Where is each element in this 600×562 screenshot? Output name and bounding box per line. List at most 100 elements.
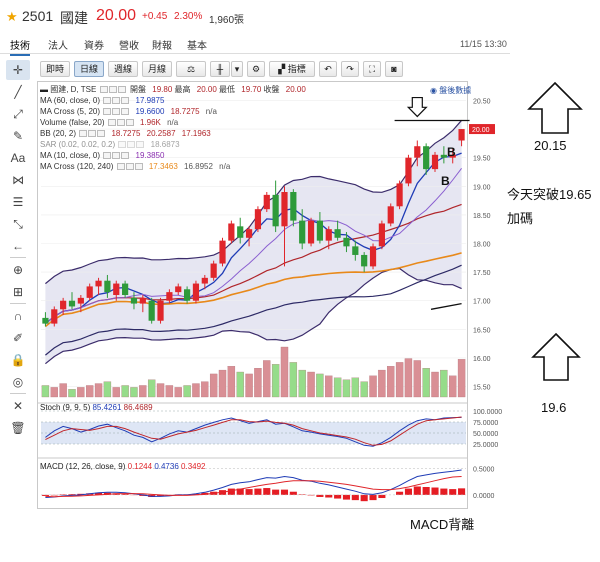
eye-icon[interactable] [116,163,125,170]
settings-icon[interactable] [127,141,136,148]
volume-bar [440,369,448,398]
eye-icon[interactable] [107,119,116,126]
settings-icon[interactable] [112,152,121,159]
settings-icon[interactable] [108,86,117,93]
lock-icon[interactable]: 🔒 [10,353,26,367]
compare-icon[interactable]: ⚖ [176,61,206,77]
fullscreen-icon[interactable]: ⛶ [363,61,381,77]
trash-icon[interactable]: 🗑 [10,421,26,435]
volume-bar [156,383,165,398]
eye-icon[interactable] [103,108,112,115]
volume-bar [41,385,50,398]
volume-bar [387,366,395,398]
annotations [394,96,470,310]
price-change-percent: 2.30% [174,11,203,22]
indicators-label: 指標 [287,64,306,74]
hide-icon[interactable]: ◎ [12,375,24,389]
eye-icon[interactable] [79,130,88,137]
favorite-star-icon[interactable]: ★ [6,9,18,24]
stay-drawing-icon[interactable]: ✐ [12,331,24,345]
volume-bar [369,375,377,398]
tab-financials[interactable]: 財報 [152,41,172,52]
candle-body [299,220,306,244]
breakout-note: 今天突破19.65 [507,187,592,202]
candles [42,129,465,327]
volume-bar [333,377,342,398]
indicators-button[interactable]: ▞ 指標 [269,61,315,77]
sar-value: 18.6873 [150,140,180,149]
brush-icon[interactable]: ✎ [12,129,24,143]
macd-histogram-bar [440,488,448,495]
remove-drawings-icon[interactable]: ✕ [12,399,24,413]
close-icon[interactable] [121,108,130,115]
close-icon[interactable] [121,152,130,159]
eye-icon[interactable] [118,141,127,148]
settings-icon[interactable] [125,163,134,170]
eye-icon[interactable] [103,152,112,159]
volume-bar [130,387,138,398]
settings-icon[interactable] [116,119,125,126]
collapse-icon[interactable]: ▬ [40,85,51,94]
back-arrow-icon[interactable]: ← [12,239,24,253]
close-icon[interactable] [97,130,106,137]
volume-bar [254,368,262,398]
tab-technical[interactable]: 技術 [10,37,30,56]
text-tool-icon[interactable]: Aa [10,151,26,165]
undo-icon[interactable]: ↶ [319,61,337,77]
macd-histogram-bar [360,494,368,502]
magnet-icon[interactable]: ∩ [13,309,23,323]
measure-icon[interactable]: ⊞ [12,285,24,299]
macd-histogram-bar [404,488,412,495]
fibonacci-icon[interactable]: ☰ [12,195,24,209]
close-icon[interactable] [136,141,145,148]
price-tick-label: 16.50 [473,327,491,334]
prediction-icon[interactable]: ⤡ [13,217,23,231]
crosshair-icon[interactable]: ✛ [6,60,30,80]
realtime-button[interactable]: 即時 [40,61,70,77]
candle-body [77,297,84,304]
gear-icon[interactable]: ⚙ [247,61,265,77]
after-hours-toggle[interactable]: ◉ 盤後數據 [430,85,471,96]
tab-margin[interactable]: 資券 [84,41,104,52]
stochastic-panel: 100.0000 75.0000 50.0000 25.0000 [41,409,502,449]
eye-icon[interactable] [99,86,108,93]
pattern-icon[interactable]: ⋈ [12,173,24,187]
monthly-button[interactable]: 月線 [142,61,172,77]
volume-label: Volume (false, 20) [40,118,105,127]
volume-bar [174,387,182,398]
tab-basic[interactable]: 基本 [187,41,207,52]
candle-body [440,154,447,158]
ray-line-icon[interactable]: ⤢ [13,107,23,121]
ma60-label: MA (60, close, 0) [40,96,101,105]
close-icon[interactable] [134,163,143,170]
daily-button[interactable]: 日線 [74,61,104,77]
settings-icon[interactable] [88,130,97,137]
price-chart[interactable]: 100.0000 75.0000 50.0000 25.0000 0.5000 0.00… [37,81,597,562]
volume-bar [209,373,218,398]
macd-histogram-bar [227,488,235,495]
ma60-line [44,252,462,328]
volume-bar [192,383,200,398]
weekly-button[interactable]: 週線 [108,61,138,77]
redo-icon[interactable]: ↷ [341,61,359,77]
tab-revenue[interactable]: 營收 [119,41,139,52]
trendline-icon[interactable]: ╱ [14,85,22,99]
close-icon[interactable] [121,97,130,104]
tab-institutional[interactable]: 法人 [48,41,68,52]
settings-icon[interactable] [112,108,121,115]
close-icon[interactable] [125,119,134,126]
candle-body [245,229,253,238]
legend-macross2-row: MA Cross (120, 240) 17.3463 16.8952 n/a [40,161,306,172]
candle-body [405,157,412,184]
volume-bar [342,379,351,398]
eye-icon[interactable] [103,97,112,104]
bb-value-2: 20.2587 [146,129,176,138]
candle-body [431,154,439,170]
settings-icon[interactable] [112,97,121,104]
chevron-down-icon[interactable]: ▾ [231,61,243,77]
camera-icon[interactable]: ◙ [385,61,403,77]
macd-value-1: 0.1244 [127,462,153,471]
close-icon[interactable] [117,86,126,93]
candle-style-icon[interactable]: ╫ [210,61,230,77]
zoom-icon[interactable]: ⊕ [12,263,24,277]
